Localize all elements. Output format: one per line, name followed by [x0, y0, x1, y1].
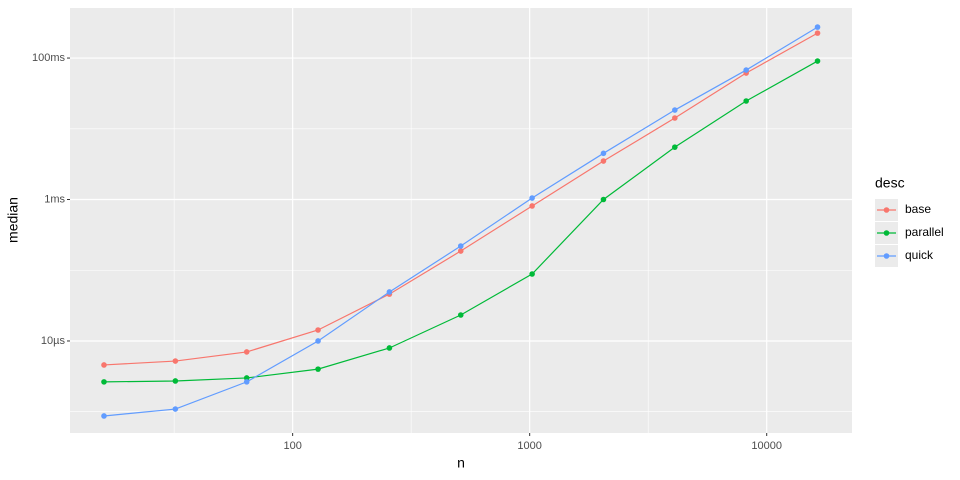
point: [386, 345, 393, 351]
point: [600, 150, 607, 157]
point: [172, 406, 179, 412]
y-tick-label: 10µs: [41, 335, 66, 347]
point: [101, 362, 107, 368]
point: [529, 195, 535, 201]
point: [600, 196, 607, 203]
point: [814, 30, 821, 36]
point: [672, 144, 678, 150]
point: [172, 358, 179, 364]
point: [101, 413, 107, 419]
point: [457, 243, 464, 249]
x-axis-title: n: [457, 455, 465, 471]
x-tick-label: 100: [283, 440, 301, 452]
point: [386, 289, 393, 295]
legend-point: [883, 230, 890, 236]
point: [243, 379, 250, 385]
legend-label: base: [905, 202, 931, 216]
point: [743, 67, 749, 73]
x-tick-label: 1000: [517, 440, 541, 452]
point: [529, 271, 535, 277]
legend-label: parallel: [905, 225, 944, 239]
point: [172, 378, 179, 384]
point: [315, 366, 321, 372]
legend-title: desc: [875, 175, 905, 191]
point: [457, 248, 464, 254]
legend-point: [883, 207, 890, 213]
y-tick-label: 1ms: [44, 193, 65, 205]
legend-point: [883, 253, 890, 259]
point: [457, 312, 464, 318]
point: [101, 379, 107, 385]
y-axis-title: median: [5, 197, 21, 243]
point: [315, 338, 321, 344]
point: [243, 375, 250, 381]
point: [529, 203, 535, 209]
x-tick-label: 10000: [751, 440, 782, 452]
panel: [70, 8, 852, 433]
point: [814, 24, 821, 30]
point: [743, 98, 749, 104]
point: [315, 327, 321, 333]
point: [600, 158, 607, 164]
point: [672, 115, 678, 121]
point: [243, 349, 250, 355]
y-tick-label: 100ms: [32, 52, 66, 64]
point: [672, 107, 678, 113]
point: [814, 58, 821, 64]
legend-label: quick: [905, 248, 934, 262]
